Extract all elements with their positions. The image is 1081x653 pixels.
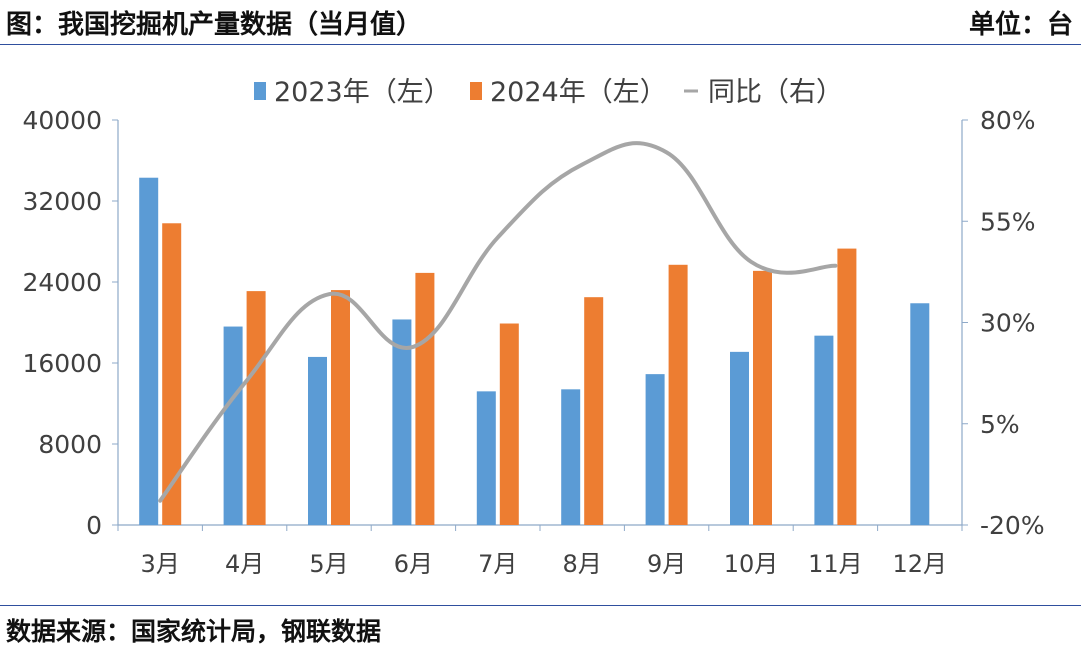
- bar-2023: [392, 319, 412, 525]
- x-tick-label: 4月: [225, 550, 264, 578]
- x-tick-label: 5月: [309, 550, 348, 578]
- footer-divider: [0, 605, 1081, 606]
- bar-2024: [246, 291, 266, 525]
- legend-label-2: 同比（右）: [708, 77, 843, 108]
- bar-2023: [223, 326, 243, 525]
- right-tick-label: 80%: [980, 106, 1036, 135]
- header: 图：我国挖掘机产量数据（当月值） 单位：台: [0, 0, 1081, 44]
- page-title: 图：我国挖掘机产量数据（当月值）: [6, 10, 423, 40]
- right-tick-label: -20%: [980, 511, 1045, 540]
- bar-2023: [561, 389, 581, 525]
- x-tick-label: 12月: [893, 550, 948, 578]
- bar-2024: [668, 264, 688, 525]
- left-tick-label: 32000: [22, 187, 102, 216]
- bar-2024: [753, 270, 772, 525]
- bar-2023: [139, 177, 159, 525]
- x-tick-label: 8月: [563, 550, 602, 578]
- x-tick-label: 11月: [808, 550, 863, 578]
- bar-2024: [584, 297, 604, 525]
- legend-label-0: 2023年（左）: [274, 77, 451, 108]
- header-divider: [0, 44, 1081, 45]
- legend-swatch-0: [254, 82, 266, 100]
- production-chart: 0 8000 16000 24000 32000 40000 -20% 5% 30% 55% 80%…: [22, 77, 1045, 578]
- bar-2024: [331, 290, 350, 525]
- left-tick-label: 24000: [22, 268, 102, 297]
- bar-2024: [415, 272, 435, 525]
- yoy-line: [158, 141, 838, 503]
- bar-2023: [910, 303, 930, 525]
- x-tick-label: 9月: [647, 550, 686, 578]
- x-tick-label: 10月: [724, 550, 779, 578]
- bar-2023: [645, 374, 665, 525]
- right-tick-label: 30%: [980, 309, 1036, 338]
- legend-label-1: 2024年（左）: [490, 77, 667, 108]
- right-tick-label: 55%: [980, 207, 1036, 236]
- legend-swatch-1: [470, 82, 482, 100]
- left-tick-label: 0: [86, 511, 102, 540]
- right-tick-label: 5%: [980, 410, 1020, 439]
- bar-2024: [162, 223, 182, 525]
- left-tick-label: 40000: [22, 106, 102, 135]
- unit-label: 单位：台: [968, 10, 1073, 40]
- left-tick-label: 8000: [38, 430, 102, 459]
- bar-2024: [837, 248, 857, 525]
- bar-2023: [814, 335, 834, 525]
- x-tick-label: 6月: [394, 550, 433, 578]
- source-note: 数据来源：国家统计局，钢联数据: [6, 617, 382, 646]
- bar-2023: [730, 351, 749, 525]
- bar-2023: [308, 356, 327, 525]
- bar-2024: [499, 323, 519, 525]
- left-tick-label: 16000: [22, 349, 102, 378]
- x-tick-label: 7月: [478, 550, 517, 578]
- x-tick-label: 3月: [141, 550, 180, 578]
- bar-2023: [476, 391, 496, 525]
